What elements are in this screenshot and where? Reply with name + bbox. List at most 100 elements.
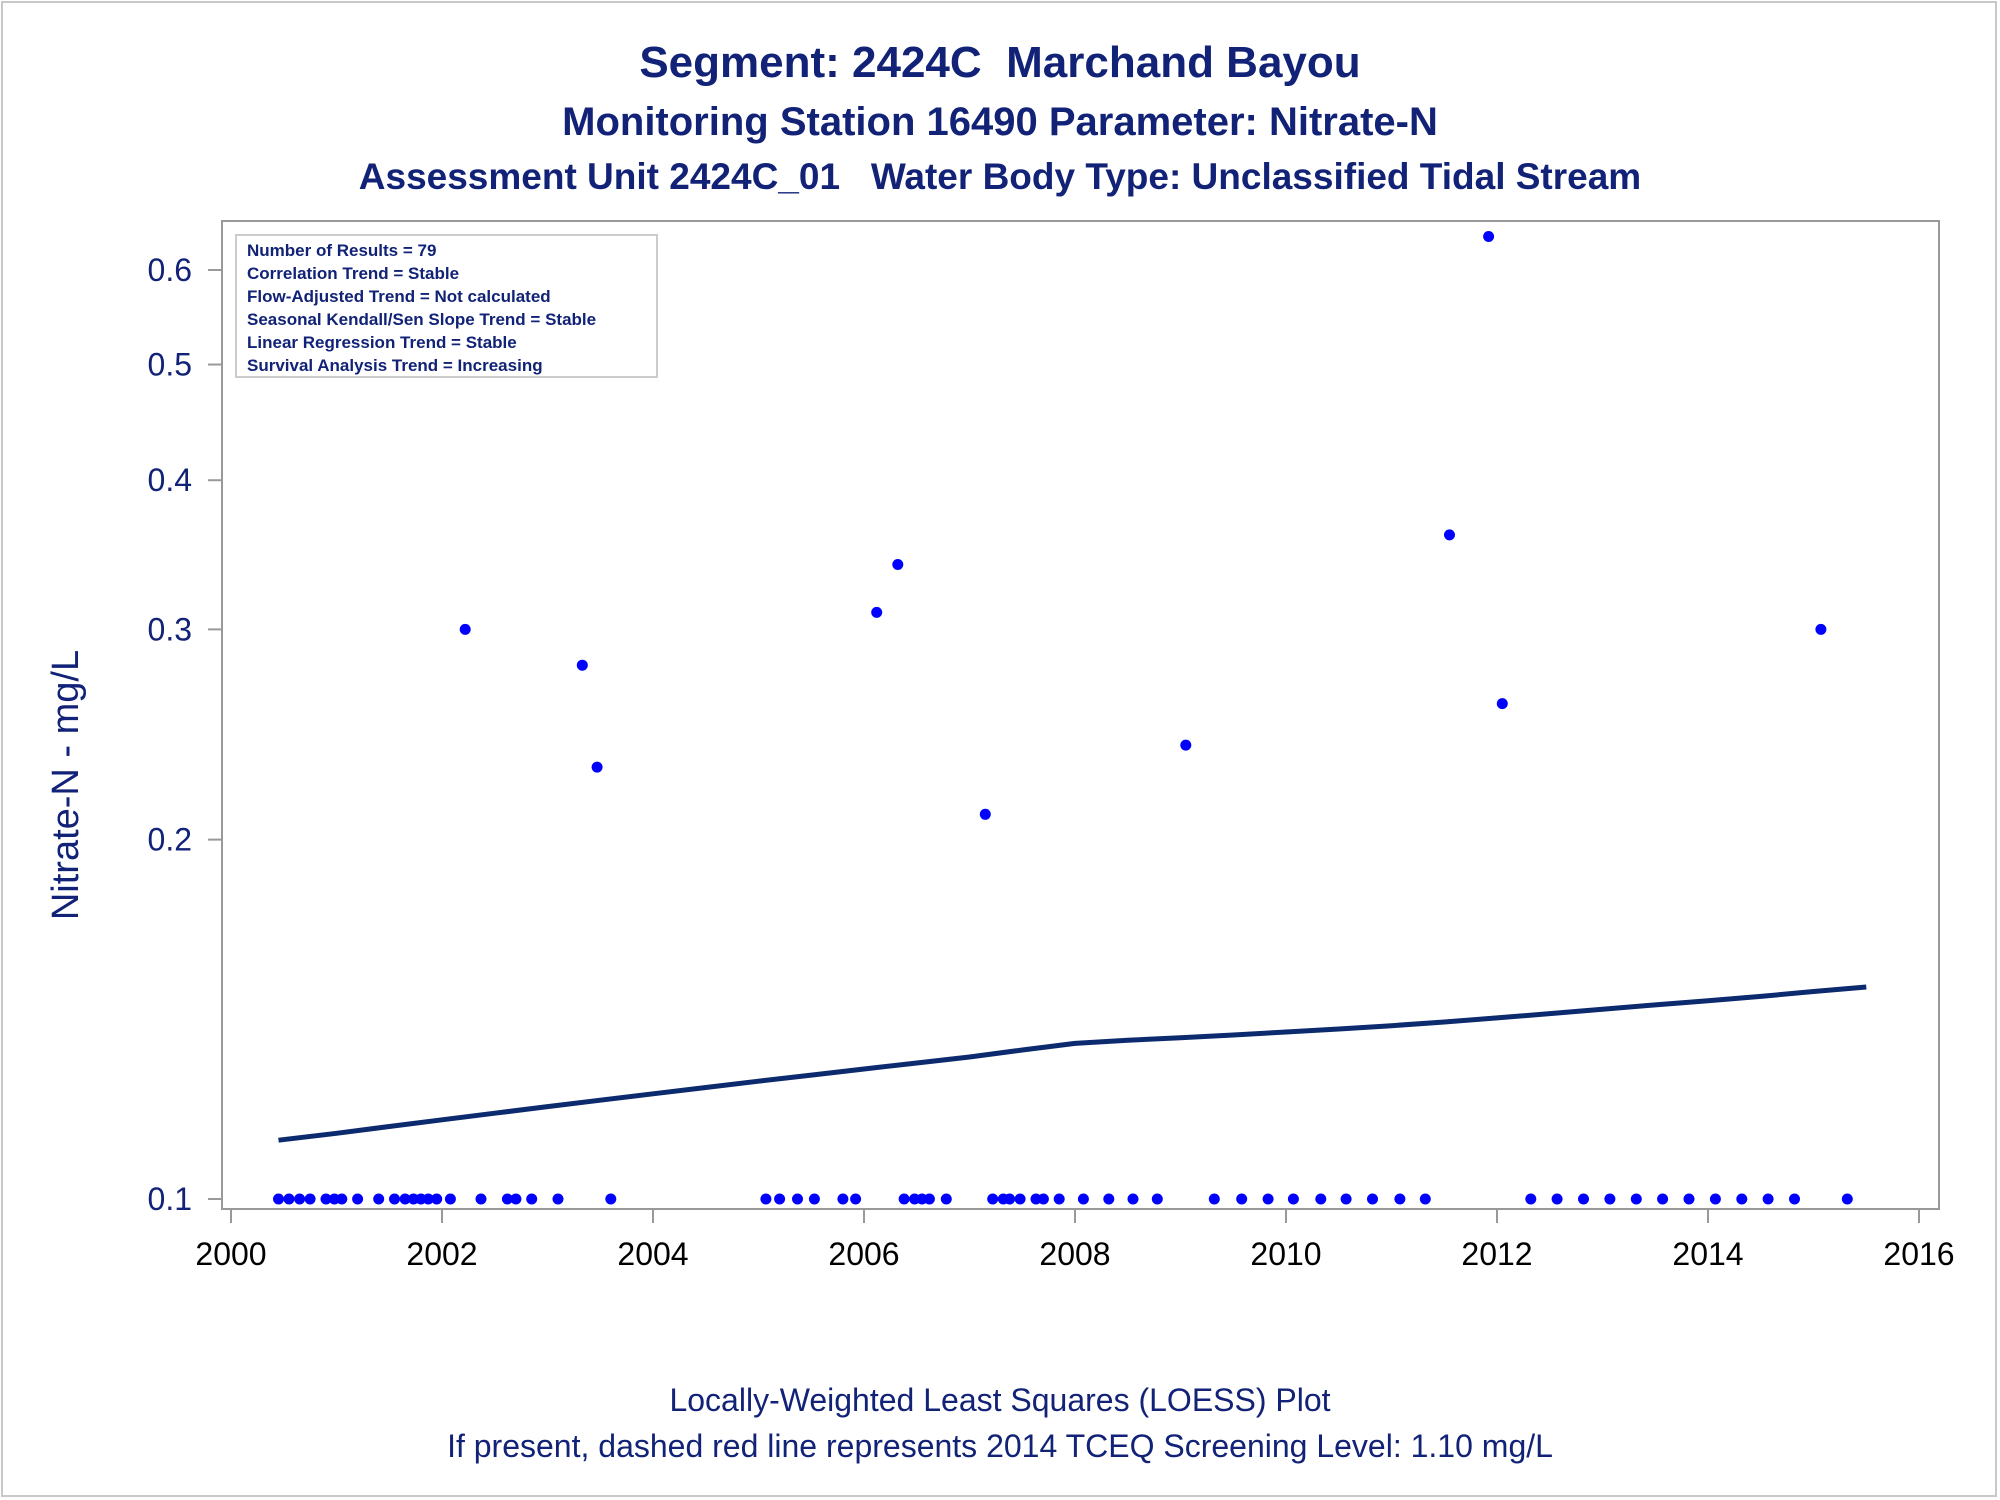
data-point xyxy=(591,761,603,773)
data-point xyxy=(808,1193,820,1205)
data-point xyxy=(979,808,991,820)
data-point xyxy=(1394,1193,1406,1205)
trend-inset-line: Correlation Trend = Stable xyxy=(247,264,459,283)
data-point xyxy=(898,1193,910,1205)
y-axis: 0.1 0.2 0.3 0.4 0.5 0.6 xyxy=(148,252,222,1217)
data-point xyxy=(1815,623,1827,635)
data-point xyxy=(510,1193,522,1205)
data-point xyxy=(273,1193,284,1205)
data-point xyxy=(1037,1193,1049,1205)
x-tick-label: 2008 xyxy=(1039,1236,1110,1272)
x-tick-label: 2000 xyxy=(195,1236,266,1272)
data-point xyxy=(475,1193,487,1205)
data-point xyxy=(1657,1193,1669,1205)
trend-inset-line: Linear Regression Trend = Stable xyxy=(247,333,517,352)
x-tick-label: 2004 xyxy=(617,1236,688,1272)
data-point xyxy=(389,1193,400,1205)
data-point xyxy=(373,1193,385,1205)
y-tick-label: 0.3 xyxy=(148,611,192,647)
data-point xyxy=(892,559,904,570)
data-point xyxy=(352,1193,364,1205)
data-point xyxy=(1077,1193,1089,1205)
data-point xyxy=(760,1193,772,1205)
trend-inset-line: Flow-Adjusted Trend = Not calculated xyxy=(247,287,551,306)
x-tick-label: 2016 xyxy=(1883,1236,1954,1272)
data-point xyxy=(283,1193,295,1205)
y-tick-label: 0.5 xyxy=(148,347,192,383)
data-point xyxy=(1736,1193,1748,1205)
trend-inset-box xyxy=(235,234,658,378)
data-point xyxy=(1315,1193,1327,1205)
data-point xyxy=(1551,1193,1563,1205)
data-point xyxy=(1604,1193,1616,1205)
data-point xyxy=(1014,1193,1026,1205)
trend-inset-line: Number of Results = 79 xyxy=(247,241,436,260)
data-point xyxy=(1180,739,1192,751)
chart-subtitle-assessment: Assessment Unit 2424C_01 Water Body Type… xyxy=(358,156,1642,197)
x-tick-label: 2002 xyxy=(406,1236,477,1272)
data-point xyxy=(837,1193,849,1205)
data-point xyxy=(1496,698,1508,710)
data-point xyxy=(576,659,588,671)
data-point xyxy=(1262,1193,1274,1205)
data-point xyxy=(1444,529,1455,541)
data-point xyxy=(1762,1193,1774,1205)
plot-area xyxy=(221,220,1940,1210)
data-point xyxy=(1419,1193,1431,1205)
y-axis-label: Nitrate-N - mg/L xyxy=(45,650,87,920)
data-point xyxy=(336,1193,348,1205)
data-point xyxy=(987,1193,999,1205)
data-point xyxy=(871,606,883,618)
y-tick-label: 0.6 xyxy=(148,252,192,288)
trend-inset: Number of Results = 79 Correlation Trend … xyxy=(235,234,658,378)
data-point xyxy=(501,1193,513,1205)
data-point xyxy=(1709,1193,1721,1205)
data-point xyxy=(1004,1193,1016,1205)
data-point xyxy=(1208,1193,1220,1205)
data-point xyxy=(940,1193,952,1205)
data-point xyxy=(1578,1193,1589,1205)
data-point xyxy=(1127,1193,1139,1205)
data-point xyxy=(1483,231,1495,242)
data-point xyxy=(923,1193,935,1205)
data-point xyxy=(304,1193,316,1205)
data-point xyxy=(399,1193,411,1205)
x-axis: 2000 2002 2004 2006 2008 2010 2012 2014 2016 xyxy=(195,1209,1955,1272)
data-point xyxy=(526,1193,538,1205)
data-point xyxy=(552,1193,564,1205)
data-points xyxy=(273,231,1853,1205)
data-point xyxy=(1053,1193,1065,1205)
data-point xyxy=(1236,1193,1248,1205)
data-point xyxy=(422,1193,434,1205)
footnote-loess: Locally-Weighted Least Squares (LOESS) P… xyxy=(669,1382,1331,1418)
data-point xyxy=(1630,1193,1642,1205)
data-point xyxy=(850,1193,862,1205)
data-point xyxy=(320,1193,332,1205)
data-point xyxy=(605,1193,617,1205)
trend-inset-line: Survival Analysis Trend = Increasing xyxy=(247,356,543,375)
data-point xyxy=(1340,1193,1352,1205)
x-tick-label: 2014 xyxy=(1672,1236,1743,1272)
data-point xyxy=(792,1193,803,1205)
data-point xyxy=(444,1193,456,1205)
y-tick-label: 0.1 xyxy=(148,1181,192,1217)
data-point xyxy=(774,1193,786,1205)
data-point xyxy=(1683,1193,1695,1205)
trend-inset-line: Seasonal Kendall/Sen Slope Trend = Stabl… xyxy=(247,310,596,329)
data-point xyxy=(1525,1193,1537,1205)
data-point xyxy=(1841,1193,1853,1205)
x-tick-label: 2006 xyxy=(828,1236,899,1272)
y-tick-label: 0.4 xyxy=(148,462,192,498)
loess-line xyxy=(278,984,1867,1143)
data-point xyxy=(1151,1193,1163,1205)
footnote-screening-level: If present, dashed red line represents 2… xyxy=(447,1428,1553,1464)
data-point xyxy=(1367,1193,1378,1205)
y-tick-label: 0.2 xyxy=(148,822,192,858)
data-point xyxy=(1789,1193,1800,1205)
data-point xyxy=(1103,1193,1115,1205)
chart-title: Segment: 2424C Marchand Bayou xyxy=(639,38,1361,87)
x-tick-label: 2010 xyxy=(1250,1236,1321,1272)
loess-line-group xyxy=(278,984,1867,1143)
